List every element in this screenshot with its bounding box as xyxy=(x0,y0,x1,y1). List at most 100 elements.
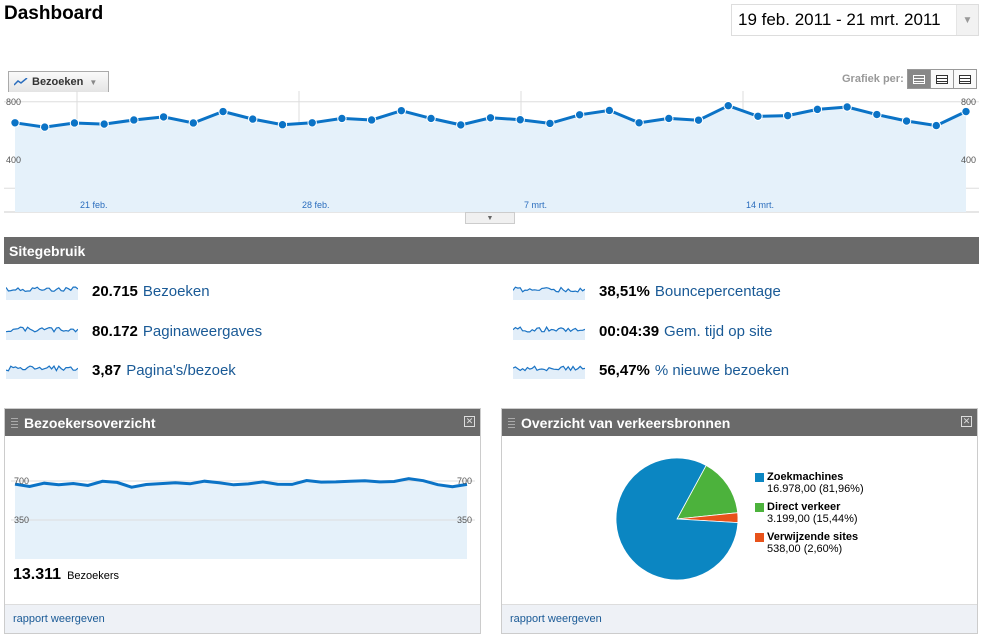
stat-link-bounce-rate[interactable]: Bouncepercentage xyxy=(654,282,781,300)
graph-by-label: Grafiek per: xyxy=(842,73,904,85)
data-point[interactable] xyxy=(693,115,704,125)
pie-slice-direct-verkeer[interactable] xyxy=(676,464,739,520)
visitors-overview-panel: Bezoekersoverzicht ✕ 700 350 700 350 13.… xyxy=(4,408,481,634)
stat-link-pageviews[interactable]: Paginaweergaves xyxy=(142,322,263,340)
visitors-area xyxy=(15,478,467,559)
y-tick-800-left: 800 xyxy=(6,97,21,107)
visits-chart[interactable]: 800 400 800 400 21 feb. 28 feb. 7 mrt. 1… xyxy=(4,91,979,215)
panel-title: Overzicht van verkeersbronnen xyxy=(521,414,731,431)
legend-value: 538,00 (2,60%) xyxy=(767,543,843,555)
data-point[interactable] xyxy=(40,122,50,132)
data-point[interactable] xyxy=(158,112,169,122)
stat-avg-time: 00:04:39 Gem. tijd op site xyxy=(513,322,772,340)
legend-item: Verwijzende sites 538,00 (2,60%) xyxy=(755,531,864,555)
data-point[interactable] xyxy=(931,120,941,131)
legend-item: Zoekmachines 16.978,00 (81,96%) xyxy=(755,471,864,495)
stat-link-pages-per-visit[interactable]: Pagina's/bezoek xyxy=(126,361,236,379)
graph-by-month-button[interactable] xyxy=(952,69,977,89)
panel-footer: rapport weergeven xyxy=(502,604,977,633)
view-report-link[interactable]: rapport weergeven xyxy=(510,613,602,625)
data-point[interactable] xyxy=(872,109,882,120)
chart-collapse-handle[interactable]: ▼ xyxy=(465,212,515,224)
data-point[interactable] xyxy=(426,113,436,124)
week-icon xyxy=(935,74,948,84)
data-point[interactable] xyxy=(961,106,971,117)
data-point[interactable] xyxy=(277,120,288,130)
date-range-picker[interactable]: 19 feb. 2011 - 21 mrt. 2011 ▼ xyxy=(731,4,979,36)
drag-handle-icon[interactable] xyxy=(508,417,515,428)
graph-by-week-button[interactable] xyxy=(929,69,954,89)
traffic-sources-panel: Overzicht van verkeersbronnen ✕ Zoekmach… xyxy=(501,408,978,634)
pie-legend: Zoekmachines 16.978,00 (81,96%) Direct v… xyxy=(755,471,864,561)
metric-selector-label: Bezoeken xyxy=(32,76,84,88)
drag-handle-icon[interactable] xyxy=(11,417,18,428)
sparkline xyxy=(6,365,78,379)
site-usage-header: Sitegebruik xyxy=(4,237,979,264)
data-point[interactable] xyxy=(782,110,793,121)
panel-header[interactable]: Bezoekersoverzicht xyxy=(5,409,480,436)
sparkline xyxy=(513,286,585,300)
data-point[interactable] xyxy=(812,104,823,115)
data-point[interactable] xyxy=(307,118,317,128)
data-point[interactable] xyxy=(753,111,763,121)
data-point[interactable] xyxy=(366,115,377,125)
stat-value: 20.715 xyxy=(92,282,138,300)
data-point[interactable] xyxy=(604,105,615,116)
y-tick-700-left: 700 xyxy=(14,476,29,486)
data-point[interactable] xyxy=(515,115,525,125)
data-point[interactable] xyxy=(545,118,555,129)
data-point[interactable] xyxy=(337,113,347,124)
data-point[interactable] xyxy=(901,116,912,126)
y-tick-350-left: 350 xyxy=(14,515,29,525)
data-point[interactable] xyxy=(396,105,407,116)
y-tick-400-left: 400 xyxy=(6,155,21,165)
data-point[interactable] xyxy=(69,118,80,128)
y-tick-350-right: 350 xyxy=(457,515,472,525)
pie-slice-zoekmachines[interactable] xyxy=(615,457,739,581)
stat-link-avg-time[interactable]: Gem. tijd op site xyxy=(664,322,773,340)
legend-swatch xyxy=(755,532,764,542)
data-point[interactable] xyxy=(456,120,466,130)
view-report-link[interactable]: rapport weergeven xyxy=(13,613,105,625)
line-chart-icon xyxy=(14,78,28,86)
stat-link-visits[interactable]: Bezoeken xyxy=(142,282,210,300)
stat-value: 00:04:39 xyxy=(599,322,660,340)
data-point[interactable] xyxy=(218,106,228,117)
visitors-total-label: Bezoekers xyxy=(67,570,120,582)
data-point[interactable] xyxy=(842,102,852,112)
month-icon xyxy=(958,74,971,84)
traffic-sources-pie[interactable] xyxy=(615,457,739,581)
data-point[interactable] xyxy=(188,118,199,128)
data-point[interactable] xyxy=(248,114,258,124)
data-point[interactable] xyxy=(664,113,674,124)
data-point[interactable] xyxy=(723,100,733,111)
chevron-down-icon[interactable]: ▼ xyxy=(956,5,978,35)
data-point[interactable] xyxy=(129,115,139,125)
legend-swatch xyxy=(755,472,764,482)
x-tick: 14 mrt. xyxy=(746,200,774,210)
stat-bounce-rate: 38,51% Bouncepercentage xyxy=(513,282,781,300)
data-point[interactable] xyxy=(634,118,644,128)
graph-by-day-button[interactable] xyxy=(906,69,931,89)
panel-title: Bezoekersoverzicht xyxy=(24,414,156,431)
stat-visits: 20.715 Bezoeken xyxy=(6,282,210,300)
stat-value: 80.172 xyxy=(92,322,138,340)
stat-pages-per-visit: 3,87 Pagina's/bezoek xyxy=(6,361,236,379)
visitors-chart[interactable]: 700 350 700 350 xyxy=(11,469,475,561)
visitors-total-value: 13.311 xyxy=(13,566,62,583)
data-point[interactable] xyxy=(574,110,585,120)
stat-link-new-visits[interactable]: % nieuwe bezoeken xyxy=(654,361,790,379)
data-point[interactable] xyxy=(485,113,496,123)
data-point[interactable] xyxy=(10,118,20,128)
close-icon[interactable]: ✕ xyxy=(961,416,972,427)
close-icon[interactable]: ✕ xyxy=(464,416,475,427)
data-point[interactable] xyxy=(99,119,109,129)
panel-header[interactable]: Overzicht van verkeersbronnen xyxy=(502,409,977,436)
sparkline xyxy=(6,286,78,300)
sparkline xyxy=(6,326,78,340)
stat-value: 3,87 xyxy=(92,361,122,379)
stat-new-visits: 56,47% % nieuwe bezoeken xyxy=(513,361,789,379)
sparkline xyxy=(513,325,585,340)
legend-value: 3.199,00 (15,44%) xyxy=(767,513,858,525)
metric-selector[interactable]: Bezoeken ▼ xyxy=(8,71,109,92)
